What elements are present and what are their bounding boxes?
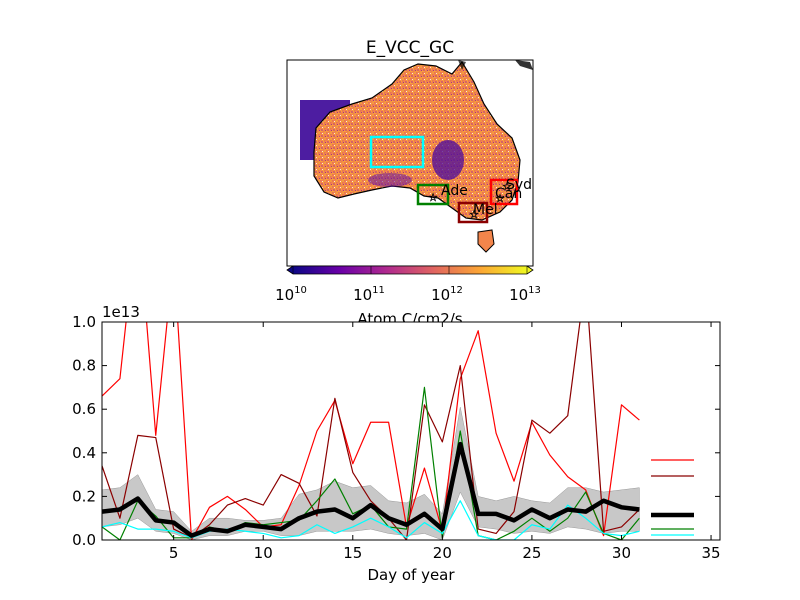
x-axis-label: Day of year: [367, 566, 455, 584]
x-tick-label: 20: [433, 544, 452, 562]
y-tick-label: 0.6: [72, 400, 96, 418]
legend: [651, 459, 694, 536]
colorbar-gradient: [293, 266, 527, 274]
colorbar-tick-label: 1012: [431, 285, 463, 304]
star-icon: ☆: [469, 208, 479, 221]
region-box-melbourne: [457, 201, 489, 224]
plot-marks: [102, 322, 640, 540]
plot-frame: [101, 321, 721, 541]
star-icon: ☆: [428, 191, 438, 204]
colorbar-tick-label: 1010: [275, 285, 307, 304]
colorbar-ticks: 1010 1011 1012 1013: [275, 266, 541, 304]
axis-ticks: 5 10 15 20 25 30 35 0.0 0.2 0.4 0.6 0.8 1.0: [72, 313, 720, 562]
colorbar-tick-label: 1011: [353, 285, 385, 304]
star-icon: ☆: [502, 180, 512, 193]
x-tick-label: 10: [254, 544, 273, 562]
x-tick-label: 30: [612, 544, 631, 562]
region-label-melbourne: Mel: [473, 202, 498, 218]
y-tick-label: 0.4: [72, 444, 96, 462]
x-tick-label: 15: [343, 544, 362, 562]
colorbar-min-arrow: [287, 266, 293, 274]
map-plot: ☆ ☆ ☆ ☆: [287, 60, 533, 266]
y-tick-label: 0.8: [72, 357, 96, 375]
map-title: E_VCC_GC: [366, 38, 454, 58]
star-icon: ☆: [495, 192, 505, 205]
y-tick-label: 1.0: [72, 313, 96, 331]
region-label-adelaide: Ade: [441, 183, 468, 199]
offset-label: 1e13: [102, 303, 140, 321]
region-box-central: [369, 135, 425, 169]
x-tick-label: 25: [522, 544, 541, 562]
colorbar-tick-label: 1013: [509, 285, 541, 304]
x-tick-label: 5: [169, 544, 179, 562]
region-label-canberra: Can: [495, 186, 522, 202]
series-line-0: [102, 322, 640, 540]
region-box-adelaide: [416, 183, 450, 206]
y-tick-label: 0.2: [72, 487, 96, 505]
y-tick-label: 0.0: [72, 531, 96, 549]
colorbar-max-arrow: [527, 266, 533, 274]
australia-landmass: [313, 60, 521, 221]
region-label-sydney: Syd: [506, 177, 532, 193]
region-box-sydney: [489, 178, 519, 206]
series-line-4: [102, 441, 640, 538]
x-tick-label: 35: [701, 544, 720, 562]
tasmania: [477, 229, 495, 253]
